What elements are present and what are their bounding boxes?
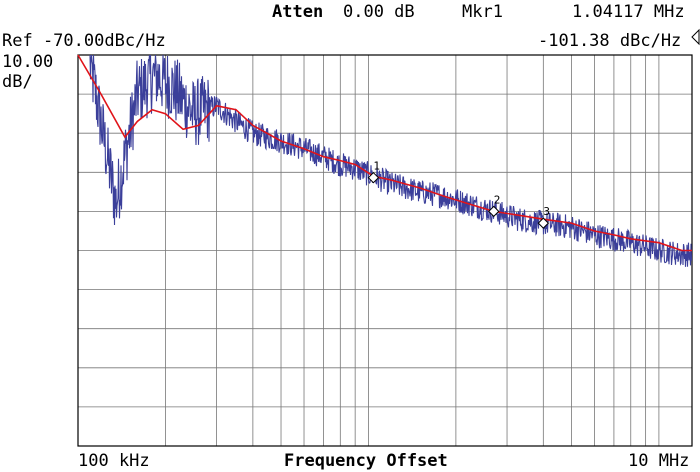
atten-value: 0.00 dB (343, 2, 415, 22)
marker-2-label: 2 (494, 193, 501, 206)
atten-label: Atten (272, 2, 324, 22)
marker-3-label: 3 (543, 205, 550, 218)
marker-frequency: 1.04117 MHz (572, 2, 685, 22)
smoothed-trace (77, 54, 692, 252)
plot-grid (78, 55, 692, 446)
x-end-label: 10 MHz (628, 451, 690, 471)
reference-level: Ref -70.00dBc/Hz (2, 31, 166, 51)
scale-unit: dB/ (2, 72, 33, 92)
marker-label: Mkr1 (462, 2, 503, 22)
marker-3-diamond-icon (537, 217, 550, 229)
raw-noise-trace (89, 54, 693, 267)
scale-value: 10.00 (2, 52, 54, 72)
marker-group: 1 2 3 (367, 160, 550, 229)
x-start-label: 100 kHz (78, 451, 150, 471)
ref-arrow-icon (691, 28, 700, 46)
marker-level: -101.38 dBc/Hz (538, 31, 682, 51)
marker-1-label: 1 (373, 160, 380, 173)
marker-2-diamond-icon (488, 205, 500, 218)
x-axis-title: Frequency Offset (284, 451, 448, 471)
marker-1-diamond-icon (367, 171, 380, 184)
